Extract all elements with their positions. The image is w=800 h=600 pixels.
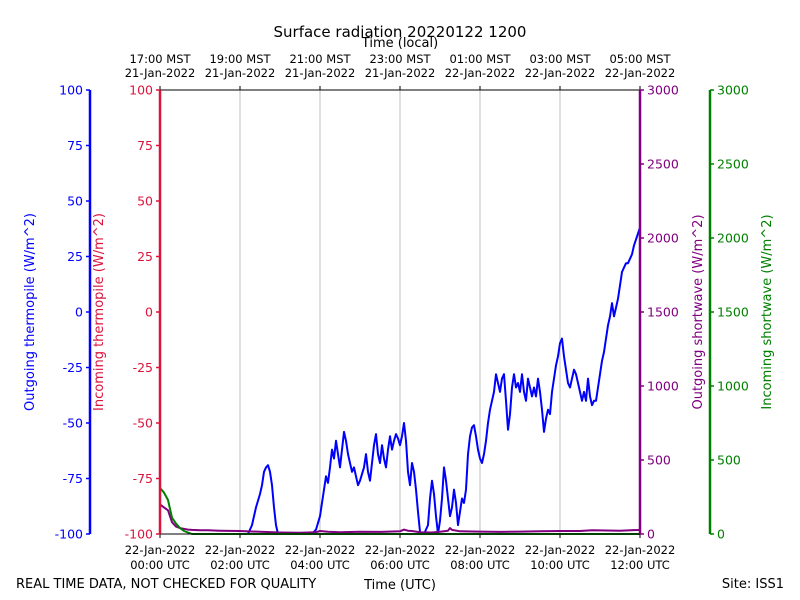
- outgoing-shortwave-tick-label: 3000: [647, 83, 679, 98]
- incoming-thermopile-label: Incoming thermopile (W/m^2): [92, 213, 107, 411]
- bottom-tick-date: 22-Jan-2022: [205, 543, 276, 557]
- bottom-tick-date: 22-Jan-2022: [365, 543, 436, 557]
- incoming-thermopile-tick-label: 0: [145, 305, 153, 320]
- incoming-shortwave-label: Incoming shortwave (W/m^2): [760, 214, 775, 409]
- bottom-tick-date: 22-Jan-2022: [285, 543, 356, 557]
- incoming-shortwave-tick-label: 2500: [717, 157, 749, 172]
- series-layer: [159, 227, 641, 535]
- incoming-thermopile-tick-label: -75: [133, 471, 153, 486]
- outgoing-thermopile-tick-label: 0: [75, 305, 83, 320]
- top-tick-time: 23:00 MST: [369, 52, 431, 66]
- bottom-tick-time: 02:00 UTC: [210, 558, 270, 572]
- series-line-0: [247, 227, 641, 535]
- incoming-thermopile-tick-label: -100: [125, 527, 153, 542]
- top-tick-time: 01:00 MST: [449, 52, 511, 66]
- incoming-shortwave-tick-label: 2000: [717, 231, 749, 246]
- incoming-shortwave-tick-label: 0: [717, 527, 725, 542]
- series-line-2: [159, 487, 640, 535]
- bottom-tick-time: 10:00 UTC: [530, 558, 590, 572]
- outgoing-shortwave-tick-label: 2000: [647, 231, 679, 246]
- bottom-tick-date: 22-Jan-2022: [605, 543, 676, 557]
- top-tick-date: 22-Jan-2022: [525, 66, 596, 80]
- incoming-thermopile-tick-label: 50: [137, 194, 153, 209]
- outgoing-thermopile-tick-label: -25: [63, 360, 83, 375]
- chart-title: Surface radiation 20220122 1200: [274, 23, 527, 41]
- bottom-tick-time: 08:00 UTC: [450, 558, 510, 572]
- bottom-tick-time: 04:00 UTC: [290, 558, 350, 572]
- outgoing-shortwave-tick-label: 1000: [647, 379, 679, 394]
- x-axis-top-label: Time (local): [361, 36, 438, 51]
- incoming-shortwave-tick-label: 500: [717, 453, 741, 468]
- incoming-shortwave-tick-label: 3000: [717, 83, 749, 98]
- top-tick-time: 17:00 MST: [129, 52, 191, 66]
- top-tick-date: 21-Jan-2022: [205, 66, 276, 80]
- x-axis-bottom-label: Time (UTC): [363, 578, 436, 593]
- series-line-1: [159, 503, 641, 534]
- top-tick-date: 21-Jan-2022: [365, 66, 436, 80]
- incoming-thermopile-tick-label: -50: [133, 416, 153, 431]
- incoming-thermopile-tick-label: -25: [133, 360, 153, 375]
- outgoing-shortwave-tick-label: 2500: [647, 157, 679, 172]
- bottom-tick-time: 12:00 UTC: [610, 558, 670, 572]
- outgoing-thermopile-tick-label: 50: [67, 194, 83, 209]
- top-tick-time: 19:00 MST: [209, 52, 271, 66]
- outgoing-thermopile-tick-label: 100: [59, 83, 83, 98]
- outgoing-thermopile-label: Outgoing thermopile (W/m^2): [23, 213, 38, 411]
- outgoing-thermopile-tick-label: -50: [63, 416, 83, 431]
- y-axes: -100 -75 -50 -25 0 25 50 75 100 Outgoing thermopi…: [23, 83, 775, 542]
- top-tick-time: 21:00 MST: [289, 52, 351, 66]
- bottom-tick-date: 22-Jan-2022: [445, 543, 516, 557]
- outgoing-thermopile-tick-label: -100: [55, 527, 83, 542]
- top-tick-date: 22-Jan-2022: [605, 66, 676, 80]
- outgoing-shortwave-tick-label: 1500: [647, 305, 679, 320]
- quality-disclaimer: REAL TIME DATA, NOT CHECKED FOR QUALITY: [16, 577, 316, 592]
- bottom-tick-date: 22-Jan-2022: [125, 543, 196, 557]
- outgoing-thermopile-tick-label: 25: [67, 249, 83, 264]
- outgoing-thermopile-tick-label: -75: [63, 471, 83, 486]
- incoming-thermopile-tick-label: 100: [129, 83, 153, 98]
- site-label: Site: ISS1: [722, 577, 784, 592]
- vertical-grid: [239, 90, 561, 534]
- outgoing-shortwave-tick-label: 0: [647, 527, 655, 542]
- outgoing-thermopile-tick-label: 75: [67, 138, 83, 153]
- incoming-thermopile-tick-label: 75: [137, 138, 153, 153]
- outgoing-shortwave-label: Outgoing shortwave (W/m^2): [691, 214, 706, 409]
- outgoing-shortwave-tick-label: 500: [647, 453, 671, 468]
- top-tick-time: 05:00 MST: [609, 52, 671, 66]
- incoming-shortwave-tick-label: 1000: [717, 379, 749, 394]
- top-tick-date: 21-Jan-2022: [285, 66, 356, 80]
- incoming-shortwave-tick-label: 1500: [717, 305, 749, 320]
- top-tick-date: 22-Jan-2022: [445, 66, 516, 80]
- top-tick-time: 03:00 MST: [529, 52, 591, 66]
- bottom-tick-time: 06:00 UTC: [370, 558, 430, 572]
- bottom-tick-date: 22-Jan-2022: [525, 543, 596, 557]
- incoming-thermopile-tick-label: 25: [137, 249, 153, 264]
- bottom-tick-time: 00:00 UTC: [130, 558, 190, 572]
- top-tick-date: 21-Jan-2022: [125, 66, 196, 80]
